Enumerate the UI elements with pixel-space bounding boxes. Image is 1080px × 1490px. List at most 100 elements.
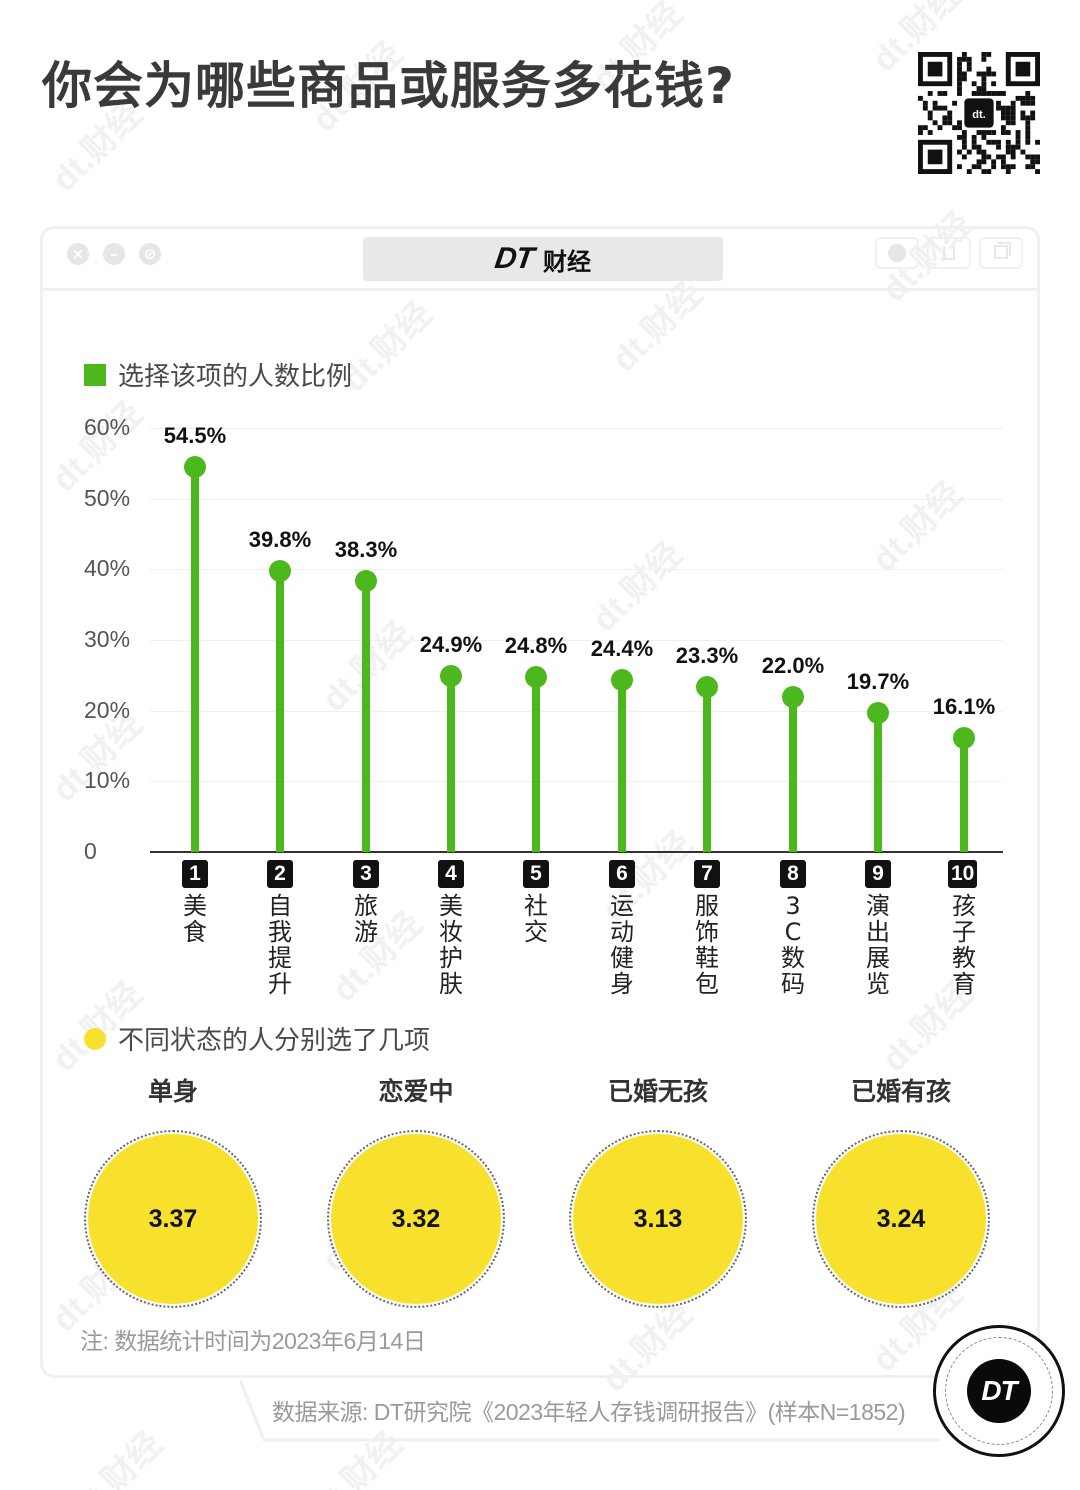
- lollipop-dot: [184, 455, 206, 478]
- status-value: 3.37: [88, 1134, 258, 1304]
- share-icon: [943, 246, 955, 260]
- source-tab: [240, 1380, 940, 1442]
- value-label: 38.3%: [334, 537, 398, 563]
- gridline: [150, 569, 1003, 571]
- lollipop-dot: [440, 665, 462, 688]
- status-value: 3.32: [331, 1134, 501, 1304]
- category-label: 3C 数码: [781, 892, 805, 998]
- status-item: 单身 3.37: [73, 1072, 273, 1308]
- lollipop-stem: [618, 679, 626, 852]
- lollipop-stem: [191, 466, 199, 852]
- logo-dashed-ring: [945, 1337, 1053, 1445]
- rank-badge: 3: [353, 860, 379, 888]
- lollipop-stem: [362, 581, 370, 852]
- status-item: 已婚有孩 3.24: [801, 1072, 1001, 1308]
- watermark-text: dt.财经: [65, 1424, 170, 1490]
- rank-badge: 5: [523, 860, 549, 888]
- rank-badge: 1: [182, 860, 208, 888]
- value-label: 24.8%: [504, 632, 568, 658]
- lollipop-stem: [703, 687, 711, 852]
- copy-icon-back: [997, 242, 1011, 256]
- gridline: [150, 428, 1003, 429]
- status-item: 已婚无孩 3.13: [558, 1072, 758, 1308]
- close-icon[interactable]: ×: [67, 243, 89, 265]
- date-note: 注: 数据统计时间为2023年6月14日: [80, 1328, 426, 1354]
- record-button[interactable]: [875, 237, 919, 269]
- lollipop-stem: [276, 570, 284, 852]
- status-bubble: 3.37: [84, 1130, 262, 1308]
- status-label: 恋爱中: [378, 1077, 454, 1106]
- status-bubble: 3.32: [327, 1130, 505, 1308]
- status-value: 3.24: [816, 1134, 986, 1304]
- lollipop-chart: 0 10% 20% 30% 40% 50% 60% 54.5% 1 美食 39.8% 2 自我提升 38.…: [84, 414, 1003, 998]
- category-label: 演出展览: [866, 892, 890, 998]
- page-title: 你会为哪些商品或服务多花钱?: [42, 57, 736, 115]
- legend-square-icon: [84, 363, 106, 386]
- lollipop-stem: [447, 676, 455, 852]
- category-label: 运动健身: [610, 892, 634, 998]
- rank-badge: 9: [865, 860, 891, 888]
- status-value: 3.13: [573, 1134, 743, 1304]
- gridline: [150, 781, 1003, 783]
- y-axis-tick: 0: [84, 838, 97, 864]
- rank-badge: 10: [948, 860, 978, 888]
- y-axis-tick: 30%: [84, 626, 131, 652]
- lollipop-stem: [874, 712, 882, 852]
- y-axis-tick: 10%: [84, 767, 131, 794]
- chart-legend: 选择该项的人数比例: [84, 356, 352, 393]
- lollipop-dot: [782, 685, 804, 708]
- y-axis-tick: 20%: [84, 696, 131, 723]
- lollipop-dot: [269, 559, 291, 582]
- category-label: 服饰鞋包: [695, 892, 719, 998]
- rank-badge: 2: [267, 860, 293, 888]
- value-label: 24.9%: [419, 632, 483, 658]
- lollipop-dot: [867, 701, 889, 724]
- rank-badge: 7: [694, 860, 720, 888]
- lollipop-dot: [953, 727, 975, 750]
- category-label: 美妆护肤: [439, 892, 463, 998]
- category-label: 孩子教育: [952, 892, 976, 998]
- rank-badge: 6: [609, 860, 635, 888]
- y-axis-tick: 50%: [84, 484, 131, 511]
- y-axis-tick: 40%: [84, 555, 131, 582]
- category-label: 自我提升: [268, 892, 292, 998]
- x-axis-line: [150, 851, 1003, 853]
- rank-badge: 8: [780, 860, 806, 888]
- value-label: 23.3%: [675, 643, 739, 669]
- copy-icon: [994, 245, 1008, 259]
- legend-label: 选择该项的人数比例: [118, 362, 353, 392]
- value-label: 19.7%: [846, 668, 910, 694]
- value-label: 39.8%: [248, 526, 312, 552]
- block-icon[interactable]: ⊘: [139, 243, 161, 265]
- category-label: 社交: [524, 892, 548, 946]
- value-label: 22.0%: [761, 652, 825, 678]
- lollipop-dot: [355, 570, 377, 593]
- window-title-bar: × – ⊘ DT 财经: [43, 229, 1037, 291]
- gridline: [150, 640, 1003, 641]
- lollipop-stem: [532, 676, 540, 852]
- data-source: 数据来源: DT研究院《2023年轻人存钱调研报告》(样本N=1852): [272, 1399, 906, 1425]
- status-label: 已婚无孩: [607, 1077, 708, 1106]
- dt-logo-badge: DT: [933, 1325, 1065, 1457]
- value-label: 54.5%: [163, 422, 227, 448]
- lollipop-stem: [960, 738, 968, 852]
- record-icon: [888, 244, 906, 262]
- copy-button[interactable]: [979, 237, 1023, 269]
- status-bubble: 3.24: [812, 1130, 990, 1308]
- y-axis-tick: 60%: [84, 414, 131, 440]
- bubble-legend: 不同状态的人分别选了几项: [84, 1020, 430, 1057]
- lollipop-stem: [789, 696, 797, 852]
- value-label: 16.1%: [932, 694, 996, 720]
- lollipop-dot: [525, 665, 547, 688]
- rank-badge: 4: [438, 860, 464, 888]
- address-bar: DT 财经: [363, 237, 723, 281]
- lollipop-dot: [611, 668, 633, 691]
- minimize-icon[interactable]: –: [103, 243, 125, 265]
- logo-text: DT: [981, 1375, 1017, 1406]
- legend-label: 不同状态的人分别选了几项: [118, 1026, 431, 1056]
- legend-circle-icon: [84, 1027, 106, 1050]
- brand-name: 财经: [543, 247, 591, 276]
- share-button[interactable]: [927, 237, 971, 269]
- status-label: 单身: [147, 1077, 198, 1106]
- qr-code-icon: dt.: [918, 52, 1040, 174]
